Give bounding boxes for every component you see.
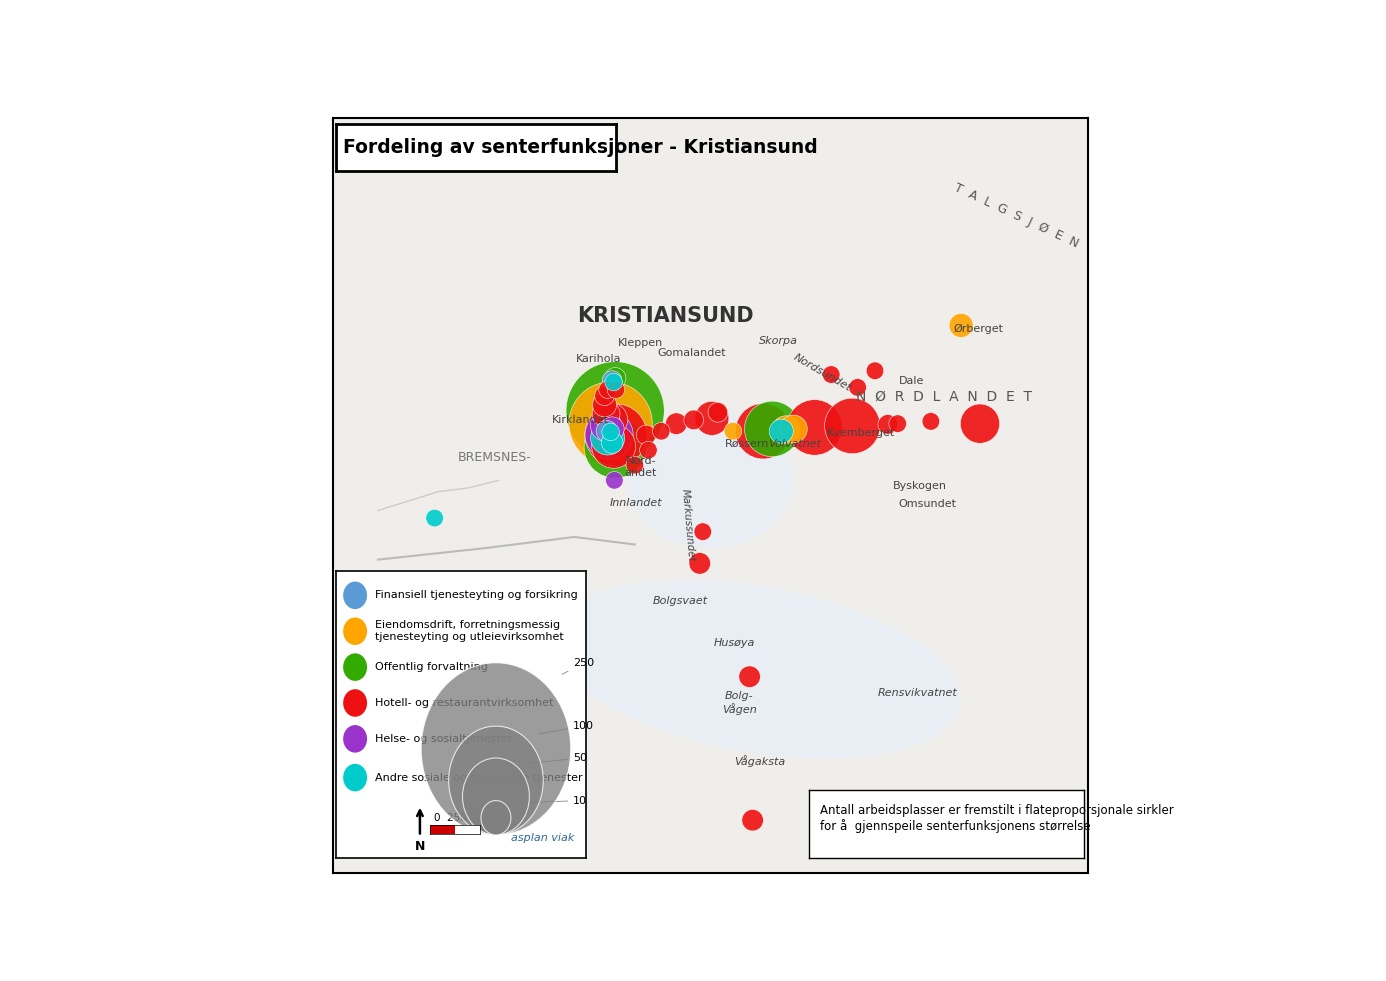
Circle shape	[585, 404, 647, 466]
Circle shape	[949, 313, 973, 337]
Circle shape	[607, 381, 625, 398]
Text: Markussundet: Markussundet	[679, 489, 696, 562]
Circle shape	[742, 809, 764, 831]
Circle shape	[922, 413, 940, 430]
Text: KRISTIANSUND: KRISTIANSUND	[577, 306, 754, 326]
Circle shape	[708, 402, 728, 422]
Circle shape	[593, 392, 617, 417]
Circle shape	[604, 368, 626, 389]
Circle shape	[779, 415, 807, 442]
Circle shape	[653, 423, 669, 440]
Circle shape	[592, 400, 620, 428]
Text: Bolg-
Vågen: Bolg- Vågen	[722, 692, 757, 715]
Circle shape	[626, 456, 643, 474]
Circle shape	[739, 666, 761, 688]
Circle shape	[639, 441, 657, 459]
Circle shape	[683, 410, 704, 430]
Circle shape	[888, 415, 906, 433]
Circle shape	[772, 416, 800, 443]
Circle shape	[877, 415, 898, 435]
Circle shape	[636, 425, 656, 444]
Circle shape	[603, 371, 622, 390]
Ellipse shape	[628, 412, 793, 548]
Circle shape	[595, 386, 614, 405]
Circle shape	[825, 398, 880, 453]
Circle shape	[599, 381, 617, 398]
Circle shape	[584, 416, 646, 478]
Text: Omsundet: Omsundet	[900, 499, 956, 509]
Text: Ørberget: Ørberget	[954, 324, 1003, 335]
Circle shape	[694, 401, 729, 436]
Ellipse shape	[550, 580, 960, 758]
Circle shape	[602, 423, 620, 440]
Text: Kleppen: Kleppen	[617, 337, 663, 348]
Text: Kvemberget: Kvemberget	[827, 429, 895, 439]
Circle shape	[736, 403, 791, 459]
Circle shape	[590, 410, 621, 441]
Circle shape	[565, 362, 664, 460]
Circle shape	[602, 432, 622, 453]
Circle shape	[585, 411, 633, 459]
Text: Nord-
andet: Nord- andet	[625, 456, 657, 478]
Circle shape	[694, 523, 711, 541]
Circle shape	[960, 404, 999, 443]
Text: Skorpa: Skorpa	[758, 336, 798, 345]
Circle shape	[593, 403, 628, 437]
Text: N  Ø  R  D  L  A  N  D  E  T: N Ø R D L A N D E T	[857, 390, 1033, 404]
Text: Husøya: Husøya	[714, 638, 755, 647]
Text: Volvatnet: Volvatnet	[768, 439, 822, 449]
Circle shape	[744, 401, 800, 457]
Text: Karihola: Karihola	[575, 354, 621, 364]
Text: T  A  L  G  S  J  Ø  E  N: T A L G S J Ø E N	[952, 181, 1081, 250]
Text: Kirklandet: Kirklandet	[552, 415, 608, 425]
Text: BREMSNES-: BREMSNES-	[459, 451, 532, 464]
Text: Bolgsvaet: Bolgsvaet	[653, 596, 708, 606]
Circle shape	[600, 417, 624, 440]
Text: Nordsundet: Nordsundet	[791, 352, 852, 393]
Circle shape	[689, 552, 711, 574]
Circle shape	[426, 509, 444, 527]
Text: Innlandet: Innlandet	[610, 498, 663, 508]
Circle shape	[866, 362, 884, 380]
Circle shape	[848, 379, 866, 396]
Circle shape	[596, 421, 618, 442]
Circle shape	[769, 419, 793, 443]
Circle shape	[787, 399, 843, 455]
Text: Byskogen: Byskogen	[894, 482, 947, 491]
Text: Rensvikvatnet: Rensvikvatnet	[879, 689, 958, 698]
Text: Gomalandet: Gomalandet	[657, 348, 726, 358]
Circle shape	[604, 374, 622, 390]
Circle shape	[592, 425, 636, 468]
Text: Røssern: Røssern	[725, 439, 769, 449]
Circle shape	[590, 421, 625, 455]
Circle shape	[665, 413, 687, 435]
Text: Dale: Dale	[898, 376, 924, 386]
Circle shape	[570, 382, 653, 465]
Text: Vågaksta: Vågaksta	[735, 755, 786, 767]
Circle shape	[725, 423, 742, 440]
Circle shape	[822, 366, 840, 384]
Circle shape	[606, 472, 624, 490]
